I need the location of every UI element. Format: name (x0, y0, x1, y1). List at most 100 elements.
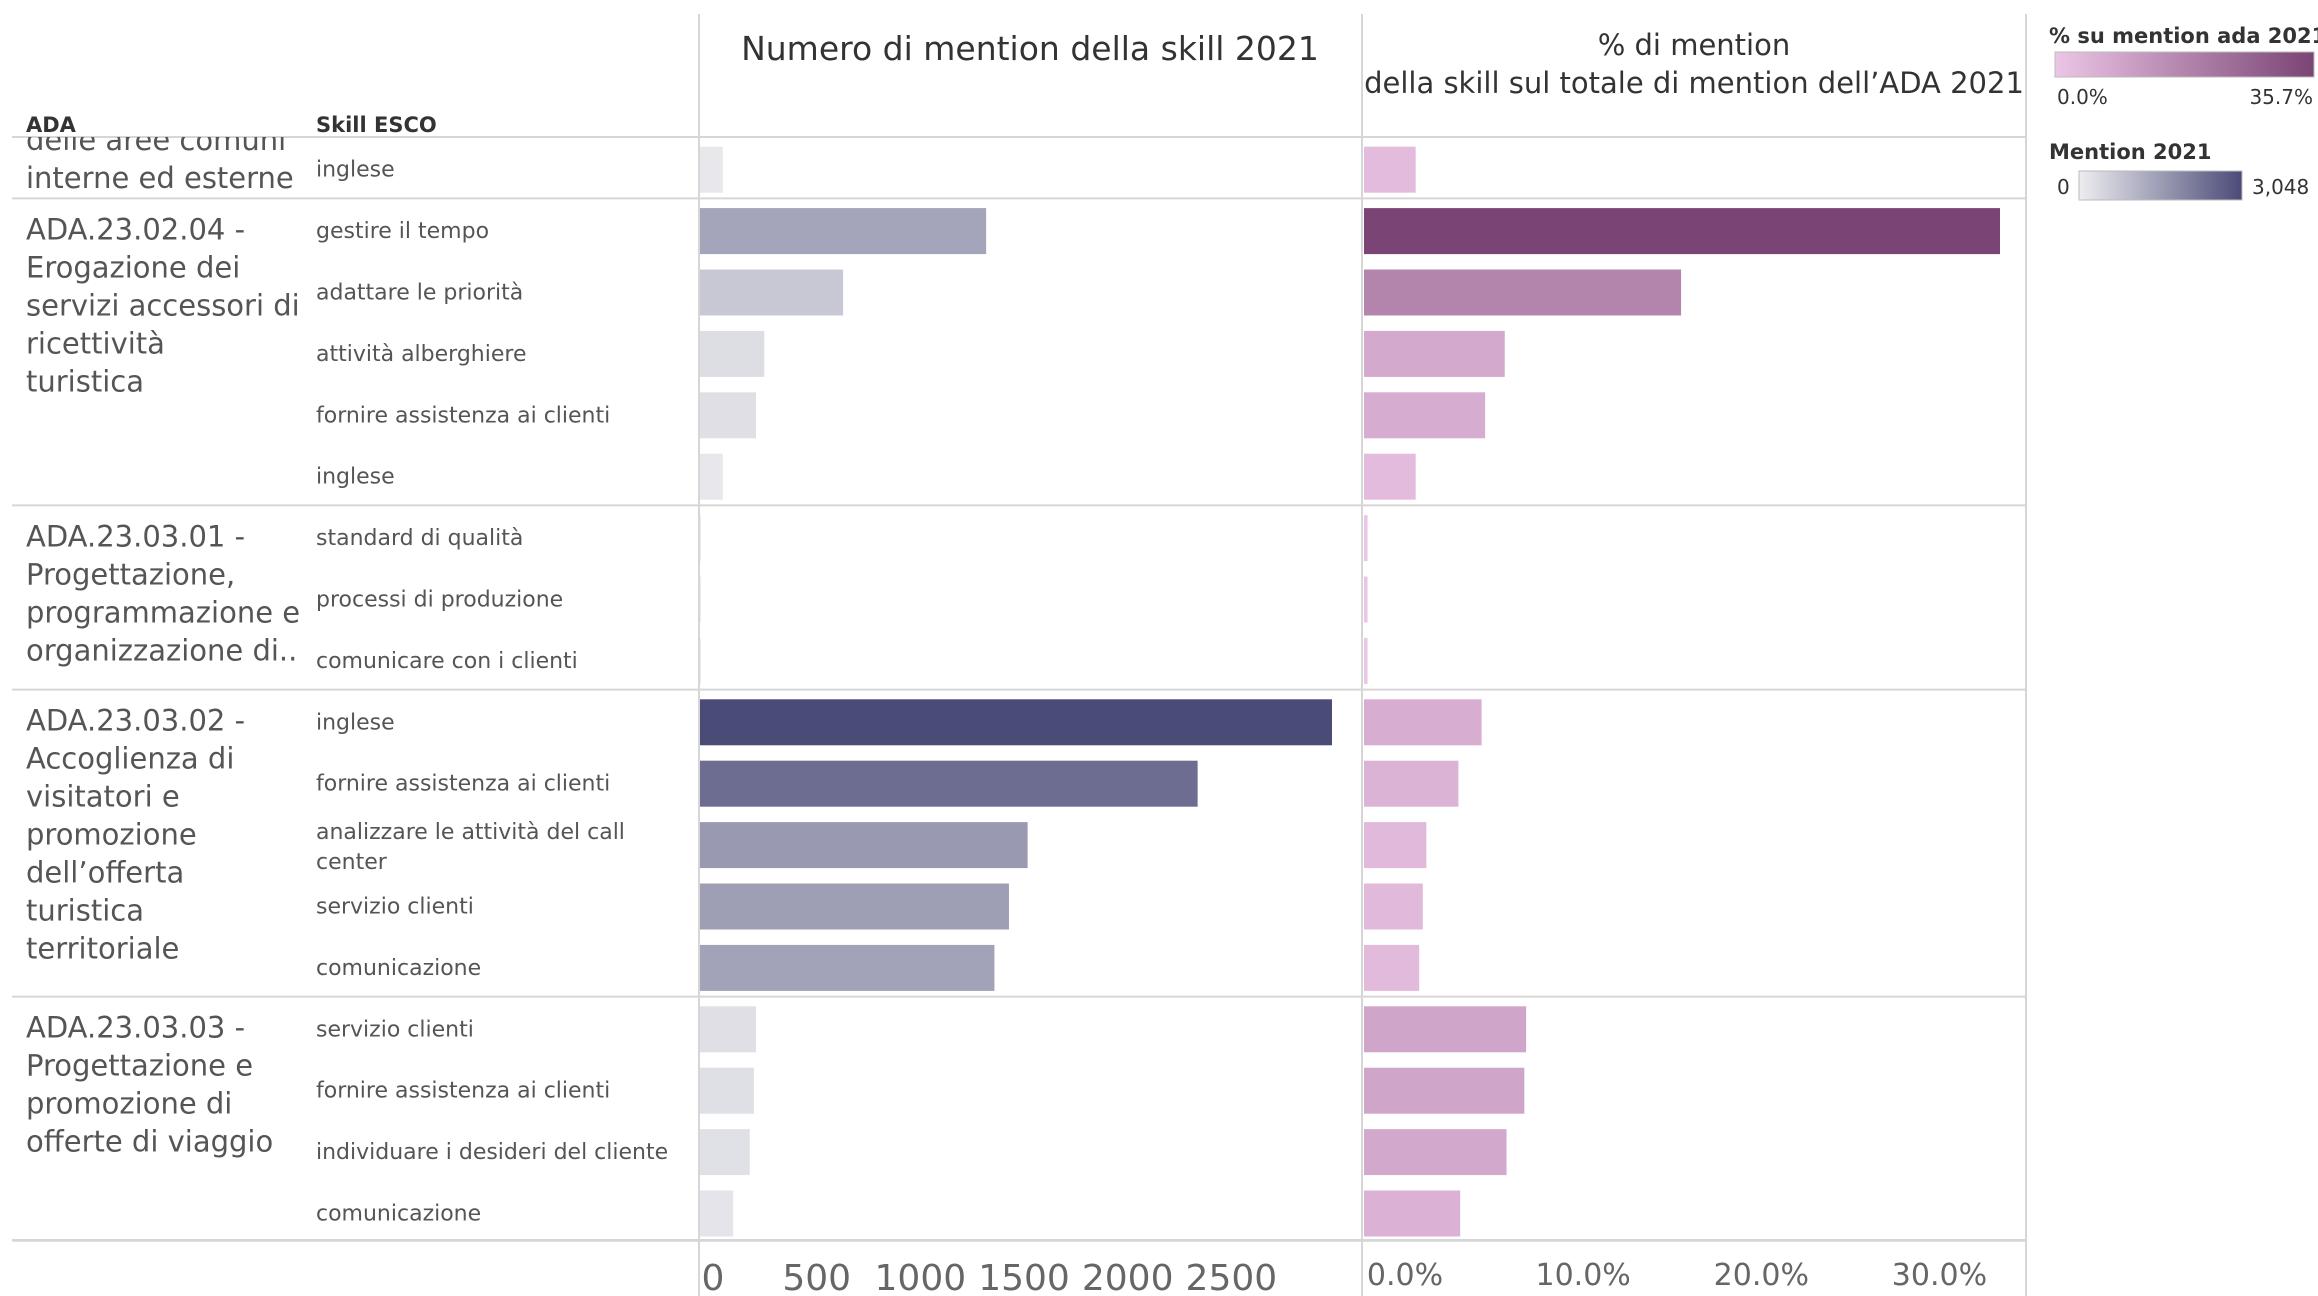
ada-label-line: turistica (26, 894, 144, 928)
panel1-tick-label: 500 (782, 1258, 851, 1296)
pct-bar[interactable] (1364, 1067, 1525, 1114)
panel2-tick-label: 30.0% (1892, 1258, 1987, 1293)
skill-label: comunicazione (316, 956, 481, 981)
skill-label: comunicare con i clienti (316, 649, 578, 674)
ada-label-line: ADA.23.02.04 - (26, 212, 245, 246)
skill-column-header: Skill ESCO (316, 113, 437, 137)
ada-label-line: Progettazione e (26, 1049, 253, 1083)
ada-label-line: territoriale (26, 932, 179, 966)
panel1-tick-label: 2500 (1186, 1258, 1278, 1296)
mention-bar[interactable] (700, 1006, 756, 1053)
skill-label: servizio clienti (316, 1017, 474, 1042)
ada-label-line: promozione di (26, 1087, 232, 1121)
pct-bar[interactable] (1364, 944, 1420, 991)
skill-label: center (316, 850, 388, 875)
pct-bar[interactable] (1364, 883, 1423, 930)
mention-bar[interactable] (700, 515, 701, 562)
pct-bar[interactable] (1364, 822, 1427, 869)
ada-label-line: ADA.23.03.02 - (26, 704, 245, 738)
panel1-tick-label: 1500 (978, 1258, 1070, 1296)
panel1-tick-label: 0 (702, 1258, 725, 1296)
mention-bar[interactable] (700, 760, 1198, 807)
panel1-tick-label: 2000 (1082, 1258, 1174, 1296)
ada-label-line: Accoglienza di (26, 742, 234, 776)
pct-bar[interactable] (1364, 699, 1482, 746)
pct-bar[interactable] (1364, 1006, 1527, 1053)
ada-label-line: delle aree comuni (26, 123, 286, 157)
ada-label-line: Erogazione dei (26, 250, 240, 284)
skill-label: inglese (316, 465, 395, 490)
ada-label-line: ADA.23.03.03 - (26, 1011, 245, 1045)
ada-label-line: interne ed esterne (26, 161, 294, 195)
pct-bar[interactable] (1364, 515, 1368, 562)
pct-legend-min: 0.0% (2057, 85, 2108, 109)
skill-label: servizio clienti (316, 895, 474, 920)
panel2-tick-label: 10.0% (1535, 1258, 1630, 1293)
ada-label-line: visitatori e (26, 780, 180, 814)
pct-bar[interactable] (1364, 637, 1368, 684)
mention-bar[interactable] (700, 208, 987, 255)
skill-label: analizzare le attività del call (316, 820, 625, 845)
panel2-title-line2: della skill sul totale di mention dell’A… (1364, 66, 2024, 100)
pct-bar[interactable] (1364, 269, 1682, 316)
mention-bar[interactable] (700, 146, 723, 193)
skill-label: fornire assistenza ai clienti (316, 772, 610, 797)
ada-label-line: Progettazione, (26, 557, 235, 591)
pct-bar[interactable] (1364, 1190, 1461, 1237)
pct-legend-max: 35.7% (2249, 85, 2313, 109)
pct-legend-title: % su mention ada 2021 (2049, 24, 2318, 48)
mention-bar[interactable] (700, 883, 1009, 930)
skill-label: fornire assistenza ai clienti (316, 403, 610, 428)
ada-label-line: ADA.23.03.01 - (26, 519, 245, 553)
ada-label-line: promozione (26, 818, 197, 852)
ada-column-header: ADA (26, 113, 77, 137)
ada-label-line: programmazione e (26, 595, 300, 629)
mention-bar[interactable] (700, 392, 756, 439)
skill-label: standard di qualità (316, 526, 523, 551)
mention-bar[interactable] (700, 1129, 750, 1176)
mention-bar[interactable] (700, 330, 765, 377)
ada-label-line: ricettività (26, 326, 165, 360)
pct-bar[interactable] (1364, 146, 1416, 193)
skill-label: adattare le priorità (316, 281, 523, 306)
mention-bar[interactable] (700, 1190, 734, 1237)
skill-label: processi di produzione (316, 588, 563, 613)
mention-bar[interactable] (700, 269, 844, 316)
pct-bar[interactable] (1364, 453, 1416, 500)
mention-legend-title: Mention 2021 (2049, 140, 2211, 164)
pct-bar[interactable] (1364, 392, 1486, 439)
ada-label-line: offerte di viaggio (26, 1125, 273, 1159)
mention-bar[interactable] (700, 453, 723, 500)
skill-label: inglese (316, 710, 395, 735)
mention-legend-min: 0 (2057, 175, 2070, 199)
pct-bar[interactable] (1364, 330, 1505, 377)
skill-label: comunicazione (316, 1202, 481, 1227)
pct-bar[interactable] (1364, 208, 2000, 255)
ada-label-line: servizi accessori di (26, 288, 300, 322)
rows-layer: delle aree comuni interne ed esterne ingle… (12, 123, 2026, 1242)
ada-label-line: dell’offerta (26, 856, 184, 890)
pct-legend-gradient (2054, 51, 2315, 78)
pct-bar[interactable] (1364, 760, 1459, 807)
panel2-tick-label: 0.0% (1367, 1258, 1443, 1293)
pct-bar[interactable] (1364, 576, 1368, 623)
mention-bar[interactable] (700, 944, 995, 991)
mention-bar[interactable] (700, 699, 1332, 746)
mention-legend-max: 3,048 (2252, 175, 2309, 199)
panel2-tick-label: 20.0% (1714, 1258, 1809, 1293)
panel2-title-line1: % di mention (1598, 28, 1790, 62)
skill-label: individuare i desideri del cliente (316, 1140, 668, 1165)
ada-label-line: turistica (26, 364, 144, 398)
pct-bar[interactable] (1364, 1129, 1507, 1176)
panel1-tick-label: 1000 (875, 1258, 967, 1296)
mention-legend-gradient (2078, 170, 2243, 201)
mention-bar[interactable] (700, 576, 701, 623)
mention-bar[interactable] (700, 822, 1028, 869)
ada-label-line: organizzazione di.. (26, 633, 297, 667)
mention-bar[interactable] (700, 1067, 754, 1114)
mention-bar[interactable] (700, 637, 701, 684)
skill-label: inglese (316, 158, 395, 183)
skill-label: attività alberghiere (316, 342, 526, 367)
